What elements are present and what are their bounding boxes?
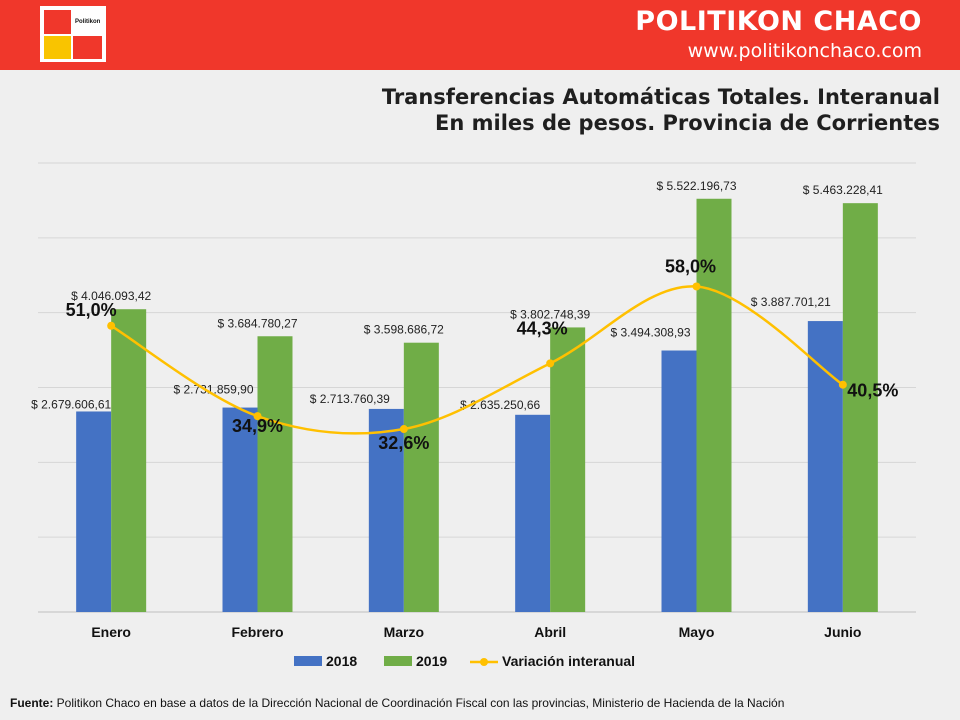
variation-label: 32,6% [378,433,429,453]
bar-2018 [515,414,551,612]
legend-label-variation: Variación interanual [502,653,635,669]
header-banner: Politikon POLITIKON CHACO www.politikonc… [0,0,960,70]
chart-title-line-1: Transferencias Automáticas Totales. Inte… [381,85,940,109]
variation-point [253,412,262,421]
data-label-2019: $ 4.046.093,42 [71,289,151,303]
variation-point [399,425,408,434]
politikon-logo: Politikon [40,6,106,62]
bar-2018 [661,350,697,612]
legend-marker-variation [480,658,488,666]
data-label-2018: $ 3.887.701,21 [751,295,831,309]
data-label-2018: $ 2.679.606,61 [31,397,111,411]
logo-text: Politikon [75,19,101,25]
legend-label-2019: 2019 [416,653,447,669]
variation-label: 44,3% [517,318,568,338]
bar-2019 [842,203,878,613]
bar-2019 [257,336,293,612]
variation-point [107,321,116,330]
data-label-2018: $ 3.494.308,93 [610,326,690,340]
legend-label-2018: 2018 [326,653,357,669]
bar-2018 [368,408,404,612]
chart-title-line-2: En miles de pesos. Provincia de Corrient… [435,111,940,135]
brand-name: POLITIKON CHACO [635,6,922,37]
bar-2019 [550,327,586,612]
data-label-2019: $ 3.684.780,27 [217,316,297,330]
x-tick-label: Junio [824,624,861,640]
variation-label: 40,5% [847,381,898,401]
x-tick-label: Abril [534,624,566,640]
chart-title: Transferencias Automáticas Totales. Inte… [382,84,940,136]
source-label: Fuente: [10,696,54,710]
legend-swatch-2019 [384,656,412,666]
variation-label: 51,0% [66,300,117,320]
variation-point [692,282,701,291]
bar-2019 [403,342,439,612]
data-label-2018: $ 2.731.859,90 [173,383,253,397]
bar-2018 [76,411,112,612]
data-label-2019: $ 5.522.196,73 [656,179,736,193]
variation-label: 34,9% [232,416,283,436]
x-tick-label: Marzo [384,624,424,640]
x-tick-label: Febrero [231,624,283,640]
data-label-2019: $ 3.802.748,39 [510,307,590,321]
source-text: Politikon Chaco en base a datos de la Di… [53,696,785,710]
data-label-2019: $ 3.598.686,72 [364,323,444,337]
variation-line [110,285,844,435]
variation-label: 58,0% [665,256,716,276]
data-label-2018: $ 2.713.760,39 [310,392,390,406]
brand-url: www.politikonchaco.com [687,40,922,62]
variation-point [546,359,555,368]
bar-2018 [807,321,843,612]
source-note: Fuente: Politikon Chaco en base a datos … [10,696,784,710]
bar-2019 [696,198,732,612]
data-label-2019: $ 5.463.228,41 [803,183,883,197]
x-tick-label: Enero [91,624,131,640]
legend-swatch-2018 [294,656,322,666]
bar-2019 [111,309,147,612]
bar-2018 [222,407,258,612]
x-tick-label: Mayo [679,624,715,640]
variation-point [838,380,847,389]
